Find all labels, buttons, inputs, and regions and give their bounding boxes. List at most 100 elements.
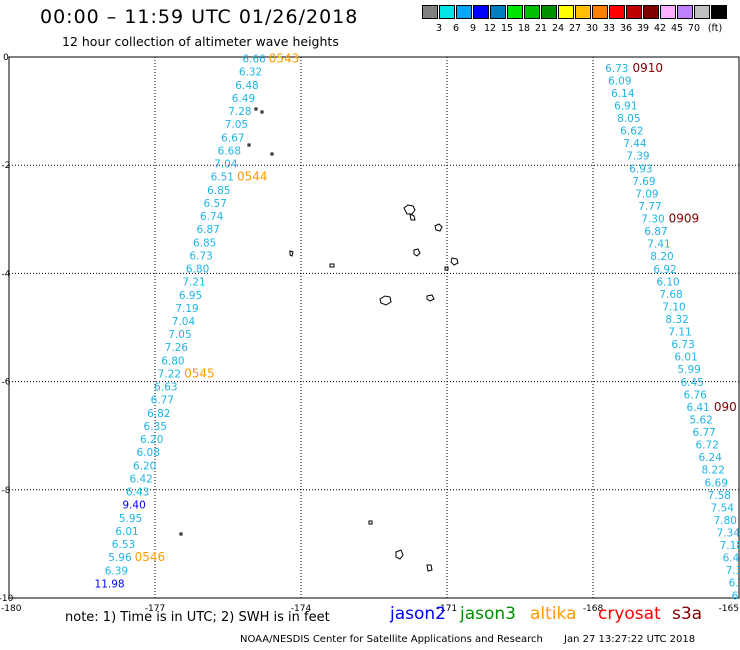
color-swatch	[439, 5, 455, 19]
wave-height-value: 6.08	[137, 447, 160, 459]
units-note: note: 1) Time is in UTC; 2) SWH is in fe…	[65, 610, 330, 625]
axis-labels: 0 -2 -4 -6 -8 -10-180 -177 -174 -171 -168 -165	[0, 53, 739, 614]
color-swatch	[507, 5, 523, 19]
credit-timestamp: Jan 27 13:27:22 UTC 2018	[564, 634, 696, 645]
wave-height-value: 6.20	[133, 460, 156, 472]
scale-label: 9	[469, 23, 477, 34]
wave-height-value: 7.39	[626, 151, 649, 163]
wave-height-value: 6.63	[154, 382, 177, 394]
satellite-jason2: jason2	[390, 604, 446, 624]
island	[270, 152, 274, 156]
wave-height-value: 6.24	[699, 452, 723, 464]
color-swatch	[524, 5, 540, 19]
wave-height-value: 5.62	[689, 414, 712, 426]
wave-height-value: 6.20	[140, 434, 163, 446]
wave-height-value: 7.58	[708, 490, 731, 502]
wave-height-value: 8.22	[702, 465, 725, 477]
color-swatch	[456, 5, 472, 19]
wave-height-value: 6.73	[671, 339, 694, 351]
satellite-jason3: jason3	[460, 604, 516, 624]
map-title: 00:00 – 11:59 UTC 01/26/2018	[40, 6, 359, 28]
wave-height-value: 6.91	[614, 100, 637, 112]
wave-height-value: 11.98	[95, 578, 125, 590]
lat-label: -6	[2, 378, 11, 388]
wave-height-value: 7.10	[662, 301, 685, 313]
lon-label: -171	[437, 604, 457, 614]
island	[450, 257, 459, 266]
wave-height-value: 7.04	[172, 316, 196, 328]
wave-height-value: 6.82	[147, 408, 170, 420]
wave-height-value: 6.77	[692, 427, 715, 439]
pass-time-label: 0544	[237, 170, 268, 184]
wave-height-value: 8.05	[617, 113, 640, 125]
scale-label: 21	[534, 23, 548, 34]
pass-time-label: 090	[714, 400, 737, 414]
wave-height-value: 7.26	[165, 342, 189, 354]
wave-height-value: 6.10	[656, 276, 679, 288]
wave-height-value: 7.41	[647, 239, 670, 251]
wave-height-value: 6.72	[696, 440, 719, 452]
wave-height-value: 9.40	[122, 500, 145, 512]
wave-height-value: 6.80	[186, 264, 209, 276]
wave-height-value: 6.62	[620, 126, 643, 138]
scale-label: 15	[500, 23, 514, 34]
wave-height-value: 7.69	[632, 176, 655, 188]
wave-height-value: 6.85	[193, 237, 216, 249]
wave-height-value: 6.73	[189, 250, 212, 262]
lon-label: -177	[145, 604, 165, 614]
island	[254, 107, 258, 111]
scale-label: (ft)	[707, 23, 723, 34]
satellite-cryosat: cryosat	[598, 604, 661, 624]
wave-height-value: 6.85	[207, 185, 230, 197]
wave-height-value: 8.20	[650, 251, 673, 263]
wave-height-value: 7.05	[225, 119, 248, 131]
island	[426, 564, 433, 572]
color-swatch	[643, 5, 659, 19]
wave-height-value: 6.01	[674, 352, 697, 364]
altimeter-tracks: 6.666.326.486.497.287.056.676.687.046.51…	[95, 52, 740, 603]
wave-height-value: 7.80	[714, 515, 737, 527]
wave-height-value: 8.32	[665, 314, 688, 326]
scale-label: 33	[602, 23, 616, 34]
lat-label: -2	[2, 161, 11, 171]
island	[403, 204, 416, 221]
scale-label: 45	[670, 23, 684, 34]
island	[179, 532, 183, 536]
wave-height-value: 6.49	[232, 93, 255, 105]
scale-label: 70	[687, 23, 701, 34]
wave-height-value: 7.05	[168, 329, 191, 341]
wave-height-value: 5.99	[677, 364, 700, 376]
scale-label: 39	[636, 23, 650, 34]
wave-height-value: 7.30	[641, 214, 664, 226]
color-swatch	[541, 5, 557, 19]
lat-label: -10	[0, 594, 14, 604]
island	[434, 223, 443, 232]
wave-height-value: 7.54	[711, 502, 735, 514]
scale-label: 30	[585, 23, 599, 34]
wave-height-value: 7.30	[726, 565, 740, 577]
wave-height-value: 7.19	[175, 303, 198, 315]
scale-label: 42	[653, 23, 667, 34]
pass-time-label: 0909	[669, 212, 700, 226]
wave-height-value: 6.53	[112, 539, 135, 551]
wave-height-value: 6.09	[608, 75, 631, 87]
color-swatch	[677, 5, 693, 19]
wave-height-value: 6.48	[235, 80, 258, 92]
wave-height-value: 6.45	[680, 377, 703, 389]
lat-label: -8	[2, 486, 11, 496]
island	[260, 110, 264, 114]
wave-height-value: 7.11	[668, 327, 691, 339]
wave-height-value: 6.39	[105, 565, 128, 577]
color-swatch	[660, 5, 676, 19]
scale-label: 6	[452, 23, 460, 34]
island	[413, 248, 421, 257]
wave-height-value: 6.93	[629, 163, 652, 175]
wave-height-value: 6.66	[242, 54, 266, 66]
island	[329, 263, 335, 268]
color-swatch	[575, 5, 591, 19]
credit-org: NOAA/NESDIS Center for Satellite Applica…	[240, 634, 543, 645]
pass-time-label: 0910	[633, 61, 664, 75]
wave-height-value: 7.18	[720, 540, 740, 552]
pass-time-label: 0545	[184, 366, 215, 380]
wave-height-value: 6.57	[204, 198, 227, 210]
